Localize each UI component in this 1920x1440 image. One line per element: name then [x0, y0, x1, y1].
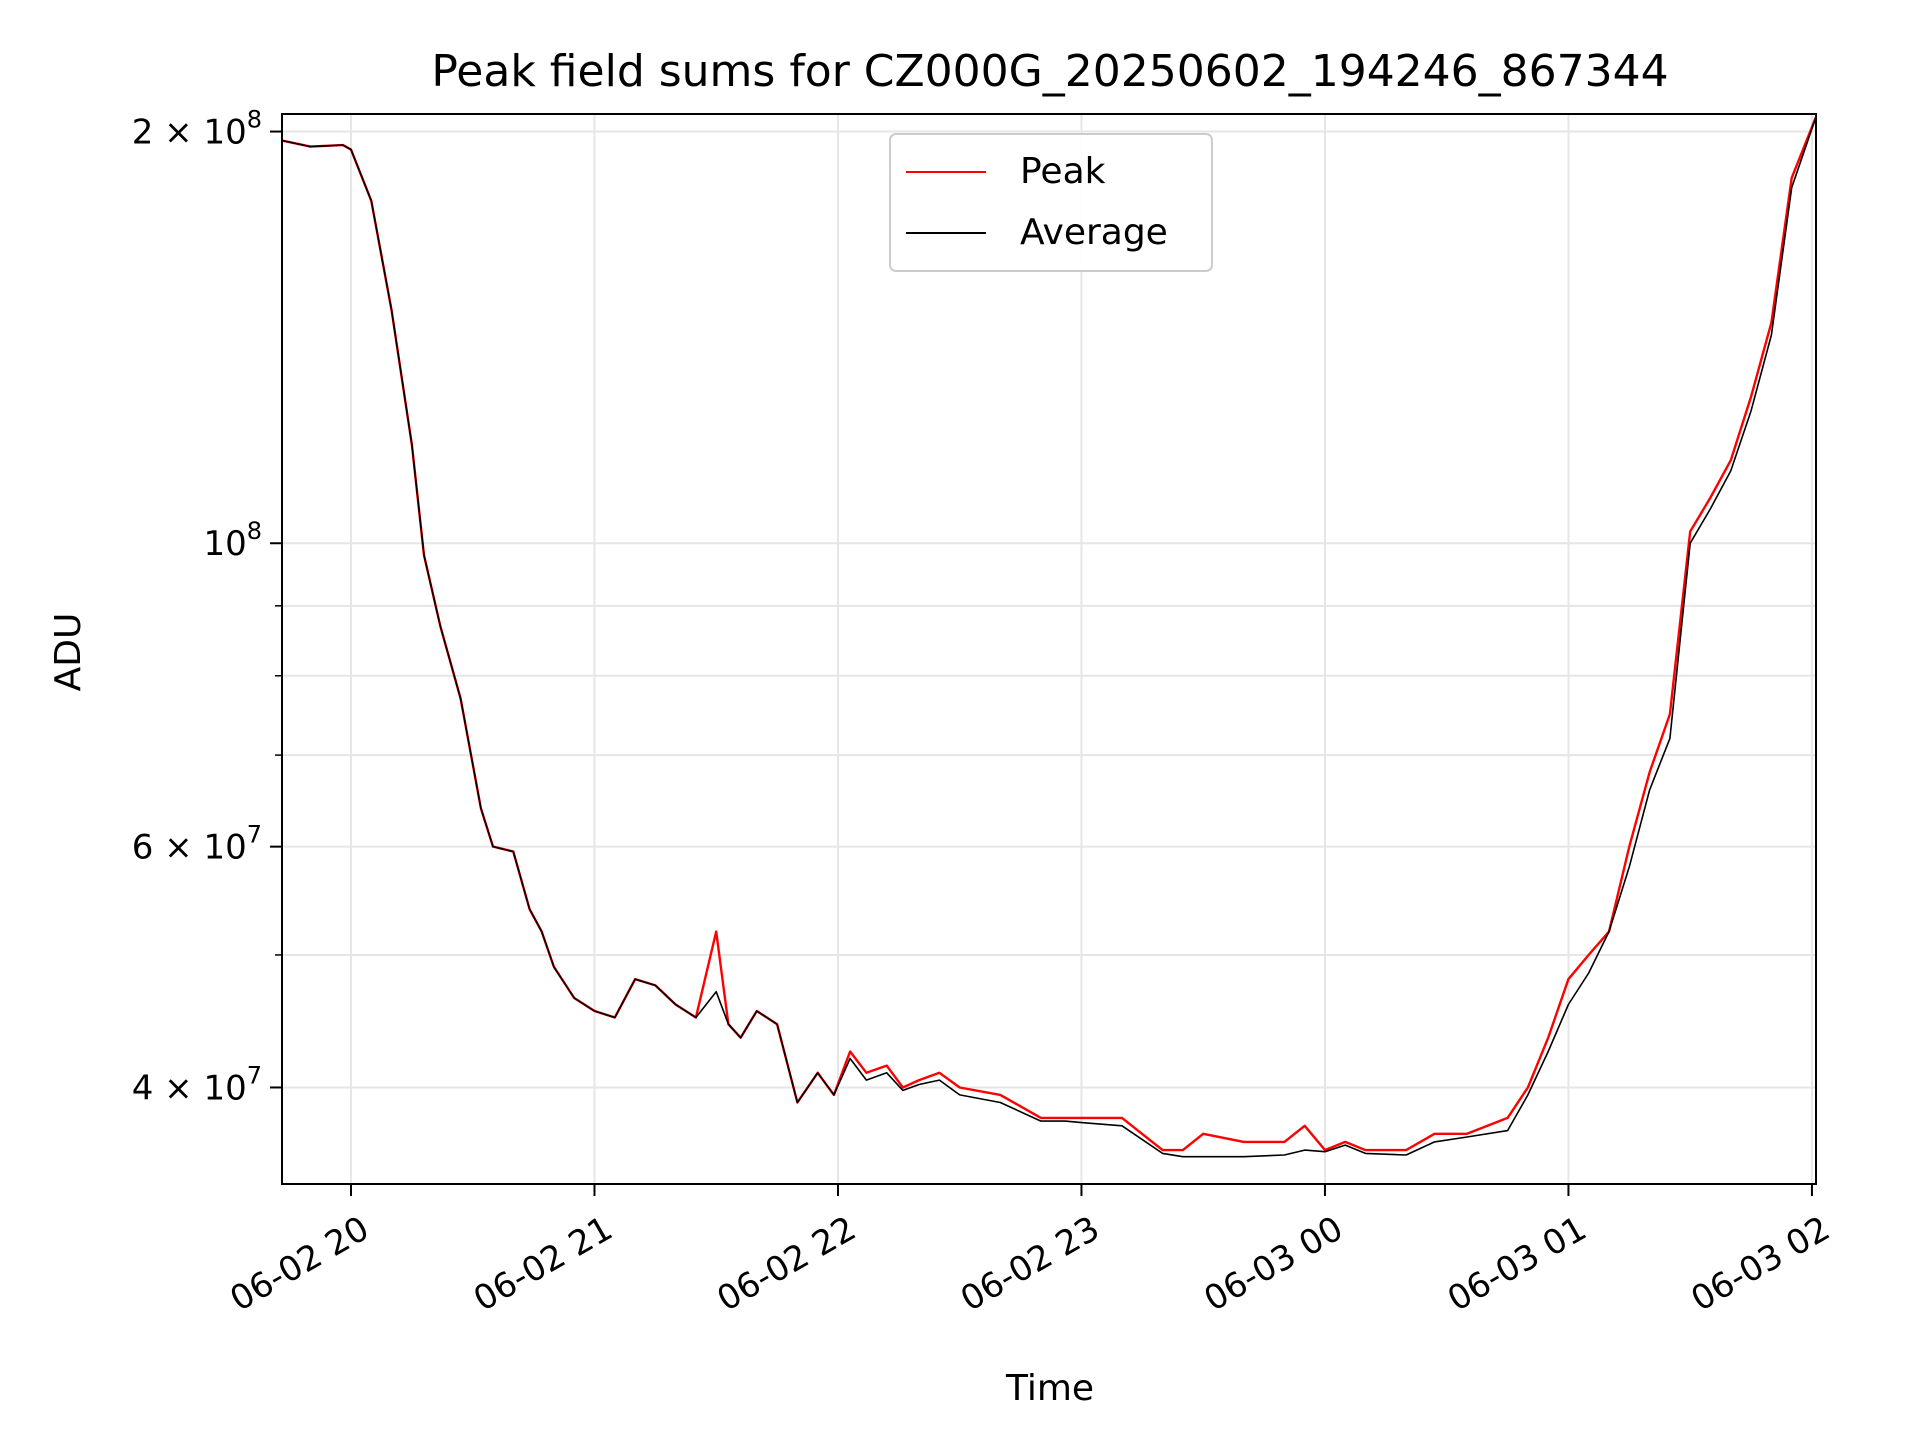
chart-title: Peak field sums for CZ000G_20250602_1942…	[431, 46, 1668, 97]
x-tick-label: 06-03 00	[1197, 1209, 1349, 1320]
series-line-average	[282, 116, 1816, 1158]
y-tick-label: 108	[203, 517, 262, 564]
x-tick-label: 06-02 20	[223, 1209, 375, 1320]
x-tick-label: 06-02 21	[467, 1209, 619, 1320]
x-tick-label: 06-02 23	[954, 1209, 1106, 1320]
x-tick-label: 06-03 01	[1441, 1209, 1593, 1320]
legend: Peak Average	[889, 133, 1213, 272]
legend-label-average: Average	[1020, 212, 1168, 253]
y-axis-label: ADU	[48, 613, 89, 692]
y-axis: 2 × 108 108 6 × 107 4 × 107	[132, 106, 282, 1108]
legend-box	[889, 133, 1213, 272]
plot-frame	[281, 113, 1817, 1185]
y-tick-label: 2 × 108	[132, 106, 262, 153]
series-layer	[282, 116, 1816, 1158]
y-tick-label: 4 × 107	[132, 1061, 262, 1108]
grid	[282, 114, 1816, 1184]
x-tick-label: 06-03 02	[1684, 1209, 1836, 1320]
x-axis-label: Time	[1005, 1368, 1094, 1409]
legend-label-peak: Peak	[1020, 151, 1106, 192]
y-tick-label: 6 × 107	[132, 821, 262, 868]
x-axis: 06-02 20 06-02 21 06-02 22 06-02 23 06-03 00…	[223, 1184, 1837, 1320]
x-tick-label: 06-02 22	[710, 1209, 862, 1320]
